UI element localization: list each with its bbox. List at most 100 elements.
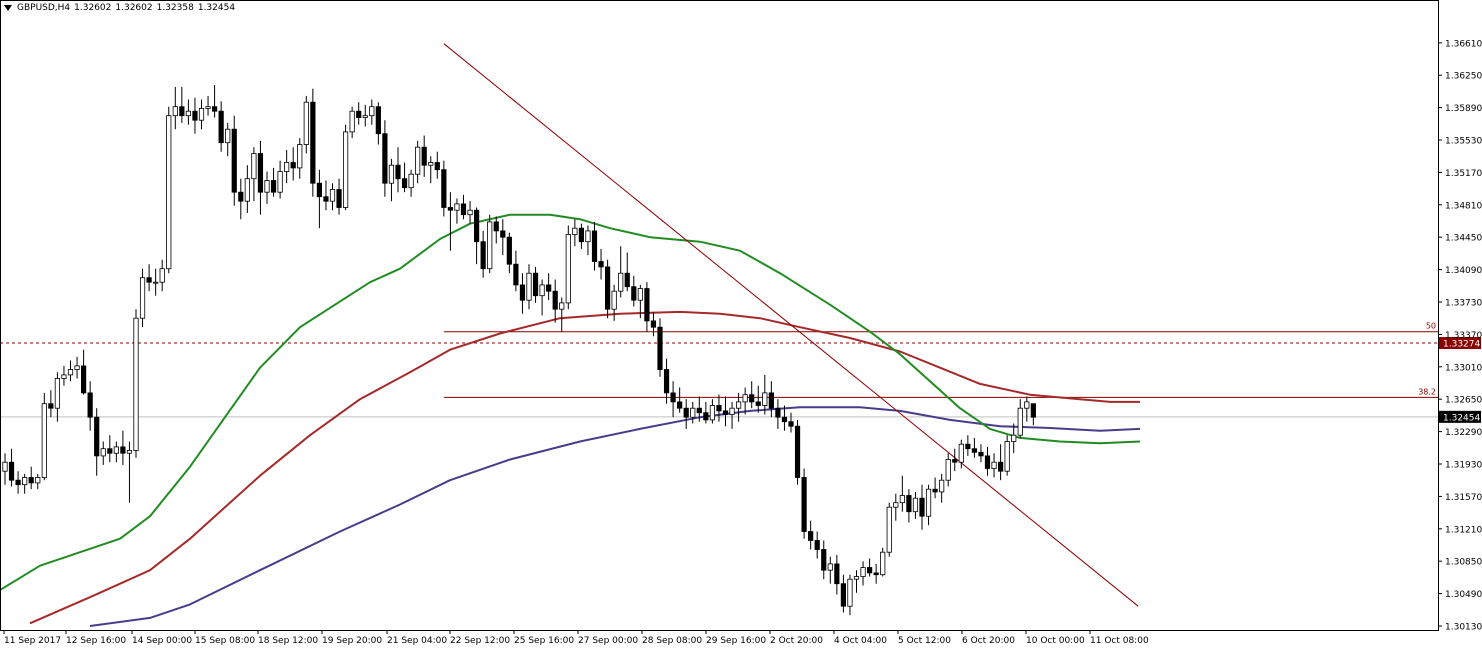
candle-body-bull (847, 578, 853, 607)
candle (1011, 423, 1017, 454)
candle-body-bull (709, 405, 716, 421)
candle (513, 250, 519, 292)
candle (487, 214, 493, 274)
candle (100, 441, 106, 465)
candle (473, 207, 480, 265)
candle (847, 574, 853, 616)
candle-body-bear (382, 133, 388, 184)
candle-body-bull (133, 317, 139, 451)
y-tick-label: 1.31930 (1445, 461, 1482, 471)
candle-body-bear (781, 416, 788, 423)
candle-body-bear (460, 203, 467, 216)
candle (945, 453, 951, 487)
candle (781, 405, 788, 431)
candle (683, 399, 689, 429)
candle (310, 88, 316, 197)
candle (375, 102, 381, 145)
symbol-label: GBPUSD,H4 (17, 3, 71, 13)
candle (185, 99, 191, 125)
candle-body-bear (631, 286, 637, 301)
candle (808, 520, 814, 550)
candle (585, 225, 591, 256)
candle-body-bull (67, 369, 74, 376)
candle-body-bull (487, 221, 493, 270)
candle (120, 430, 126, 465)
y-tick-label: 1.30490 (1445, 590, 1482, 600)
candle-body-bull (454, 203, 460, 211)
candle-body-bull (22, 477, 28, 486)
candle-body-bear (493, 221, 499, 232)
candle (146, 264, 152, 292)
candle (618, 246, 624, 298)
candle-body-bull (61, 374, 67, 379)
plot-frame (0, 0, 1439, 631)
candle (500, 219, 506, 256)
candle (218, 101, 224, 152)
open-value: 1.32602 (74, 3, 112, 13)
x-tick-label: 18 Sep 12:00 (258, 636, 318, 646)
candle (978, 444, 984, 463)
candle (834, 554, 840, 595)
candle-body-bull (939, 479, 945, 493)
y-tick-label: 1.31210 (1445, 525, 1482, 535)
candle (74, 356, 80, 379)
candle-body-bull (415, 146, 421, 175)
candle-body-bear (971, 448, 978, 453)
candle-body-bull (860, 567, 866, 577)
candle-body-bull (408, 173, 414, 189)
candle-body-bull (41, 403, 47, 478)
candle-body-bull (736, 401, 742, 409)
candle-body-bull (880, 551, 886, 576)
x-tick-label: 29 Sep 16:00 (706, 636, 766, 646)
candle-body-bull (139, 277, 146, 319)
candle-body-bull (729, 407, 735, 415)
candle (441, 160, 447, 217)
candle-body-bull (637, 288, 643, 301)
candle (821, 540, 827, 580)
candle (775, 399, 781, 429)
candle (519, 273, 526, 314)
level-price-tag (1439, 337, 1481, 350)
candle (939, 473, 945, 503)
candle-body-bear (840, 583, 847, 607)
y-tick-label: 1.30850 (1445, 558, 1482, 568)
trend-line[interactable] (443, 43, 1139, 607)
candle (408, 169, 414, 197)
level-price-text: 1.32454 (1443, 413, 1480, 423)
candle-body-bear (663, 369, 670, 394)
candle-body-bear (755, 401, 761, 406)
candle (814, 531, 820, 559)
candle (244, 165, 250, 213)
candle-body-bear (788, 421, 794, 427)
candle (460, 194, 467, 220)
candle-body-bear (532, 272, 539, 297)
candle (238, 178, 244, 220)
candle (605, 259, 611, 319)
candle-body-bear (984, 455, 991, 469)
candle (578, 223, 585, 249)
candle-body-bull (126, 450, 133, 454)
candle-body-bear (591, 230, 598, 262)
candle-body-bear (211, 106, 218, 112)
candle (493, 216, 499, 244)
candle-body-bear (192, 110, 198, 121)
candle (107, 435, 113, 463)
candle (762, 374, 768, 415)
dropdown-triangle-icon[interactable] (4, 5, 12, 11)
candle-body-bull (690, 407, 696, 418)
candle (22, 473, 28, 494)
candle-body-bull (153, 281, 159, 284)
candle (657, 318, 663, 377)
candle (650, 311, 657, 337)
candle (1030, 403, 1036, 426)
candle (736, 392, 742, 422)
x-tick-label: 10 Oct 00:00 (1026, 636, 1085, 646)
candle (546, 273, 552, 301)
candle (81, 349, 87, 395)
candle-body-bull (467, 209, 473, 216)
candle-body-bull (572, 227, 578, 235)
y-tick-label: 1.32650 (1445, 396, 1482, 406)
candle-body-bear (87, 392, 93, 418)
